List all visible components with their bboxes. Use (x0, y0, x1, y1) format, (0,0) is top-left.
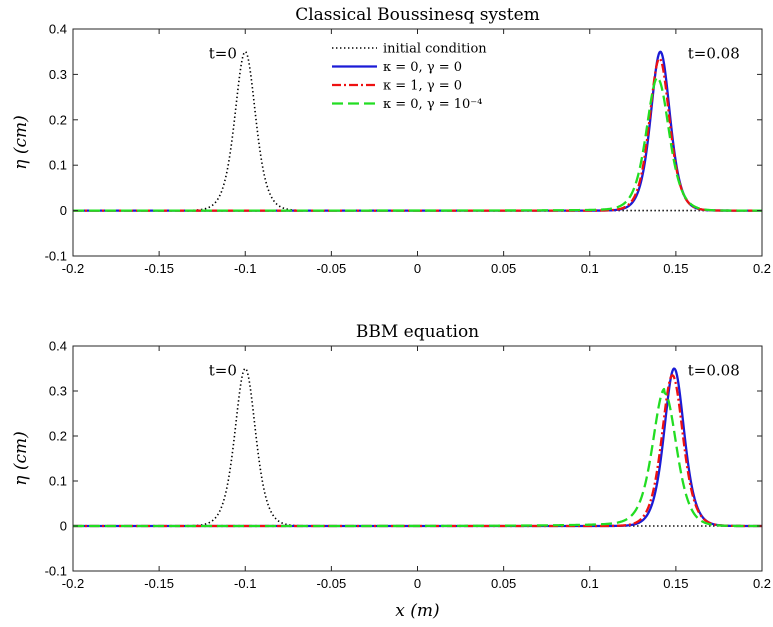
legend-box (327, 38, 499, 114)
y-tick-label: 0.4 (49, 22, 67, 37)
x-tick-label: -0.2 (62, 576, 84, 591)
x-tick-label: -0.1 (234, 576, 256, 591)
x-tick-label: -0.2 (62, 261, 84, 276)
legend: initial condition κ = 0, γ = 0 κ = 1, γ = … (327, 38, 499, 114)
x-tick-label: 0.1 (581, 261, 599, 276)
plot-area (73, 346, 762, 571)
series-line-3 (73, 76, 762, 212)
x-tick-label: -0.15 (144, 576, 174, 591)
x-tick-label: -0.1 (234, 261, 256, 276)
y-tick-label: -0.1 (45, 564, 67, 579)
x-axis-label: x (m) (395, 601, 439, 621)
y-tick-label: 0.2 (49, 112, 67, 127)
series-line-3 (73, 387, 762, 528)
annotation-1: t=0.08 (688, 361, 740, 379)
chart-title: Classical Boussinesq system (295, 5, 540, 25)
x-tick-label: 0.15 (663, 261, 688, 276)
x-tick-label: -0.05 (317, 576, 347, 591)
y-tick-label: 0.4 (49, 339, 67, 354)
x-tick-label: 0.2 (753, 261, 771, 276)
y-tick-label: -0.1 (45, 249, 67, 264)
legend-label-1: κ = 0, γ = 0 (383, 60, 462, 75)
legend-label-2: κ = 1, γ = 0 (383, 79, 462, 94)
x-tick-label: 0 (414, 261, 421, 276)
x-tick-label: 0.1 (581, 576, 599, 591)
x-tick-label: -0.05 (317, 261, 347, 276)
x-tick-label: 0.05 (491, 261, 516, 276)
annotation-0: t=0 (209, 361, 237, 379)
annotation-0: t=0 (209, 45, 237, 63)
series-group (73, 50, 762, 212)
y-axis-label: η (cm) (11, 431, 31, 486)
panel-bbm-equation: -0.2 -0.15 -0.1 -0.05 0 0.05 0.1 0.15 0.2 -0.1 0 0.… (11, 322, 771, 621)
y-tick-label: 0 (60, 519, 67, 534)
x-tick-label: 0.05 (491, 576, 516, 591)
y-axis-label: η (cm) (11, 115, 31, 170)
x-tick-label: -0.15 (144, 261, 174, 276)
x-tick-label: 0.15 (663, 576, 688, 591)
series-line-0 (73, 50, 762, 212)
chart-title: BBM equation (356, 322, 479, 342)
legend-label-0: initial condition (383, 42, 487, 57)
y-tick-label: 0.2 (49, 429, 67, 444)
annotation-1: t=0.08 (688, 45, 740, 63)
x-tick-label: 0 (414, 576, 421, 591)
series-group (73, 367, 762, 528)
y-tick-label: 0 (60, 203, 67, 218)
y-tick-label: 0.1 (49, 158, 67, 173)
x-tick-label: 0.2 (753, 576, 771, 591)
y-tick-label: 0.3 (49, 384, 67, 399)
y-tick-label: 0.1 (49, 474, 67, 489)
y-tick-label: 0.3 (49, 67, 67, 82)
panel-classical-boussinesq: -0.2 -0.15 -0.1 -0.05 0 0.05 0.1 0.15 0.2 -0.1 0 0.… (11, 5, 771, 276)
legend-label-3: κ = 0, γ = 10⁻⁴ (383, 97, 482, 112)
